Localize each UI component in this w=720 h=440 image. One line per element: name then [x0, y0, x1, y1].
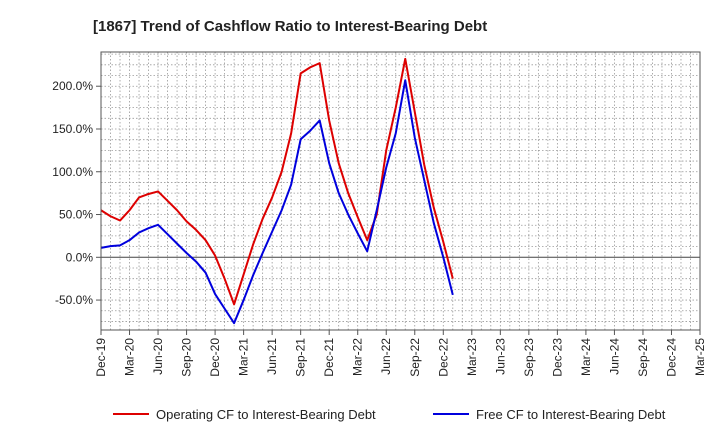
x-tick-label: Sep-22: [408, 338, 422, 377]
x-tick-label: Jun-20: [151, 338, 165, 375]
x-tick-label: Jun-23: [493, 338, 507, 375]
y-tick-label: -50.0%: [55, 293, 93, 307]
x-tick-label: Dec-22: [436, 338, 450, 377]
y-tick-label: 50.0%: [59, 208, 93, 222]
series-group: [100, 57, 454, 325]
chart-title: [1867] Trend of Cashflow Ratio to Intere…: [93, 18, 487, 35]
x-tick-label: Dec-21: [322, 338, 336, 377]
x-tick-label: Jun-22: [379, 338, 393, 375]
series-line-free-cf: [100, 79, 454, 325]
series-line-operating-cf: [100, 57, 454, 306]
x-tick-label: Dec-24: [664, 338, 678, 377]
legend-label-operating-cf: Operating CF to Interest-Bearing Debt: [156, 407, 376, 422]
x-tick-label: Sep-23: [522, 338, 536, 377]
x-tick-label: Mar-23: [465, 338, 479, 376]
x-tick-label: Dec-20: [208, 338, 222, 377]
x-tick-label: Jun-24: [607, 338, 621, 375]
y-tick-label: 150.0%: [52, 122, 93, 136]
grid: [100, 52, 701, 330]
x-tick-label: Sep-20: [180, 338, 194, 377]
y-tick-label: 200.0%: [52, 79, 93, 93]
x-tick-label: Sep-24: [636, 338, 650, 377]
x-tick-label: Mar-24: [579, 338, 593, 376]
x-tick-label: Sep-21: [294, 338, 308, 377]
y-tick-label: 0.0%: [66, 250, 94, 264]
x-tick-label: Jun-21: [265, 338, 279, 375]
x-tick-label: Mar-21: [237, 338, 251, 376]
y-axis: -50.0% 0.0% 50.0% 100.0% 150.0% 200.0%: [52, 79, 101, 307]
y-tick-label: 100.0%: [52, 165, 93, 179]
legend: Operating CF to Interest-Bearing Debt Fre…: [113, 407, 666, 422]
x-tick-label: Dec-19: [94, 338, 108, 377]
legend-label-free-cf: Free CF to Interest-Bearing Debt: [476, 407, 666, 422]
x-tick-label: Mar-22: [351, 338, 365, 376]
x-tick-label: Mar-25: [693, 338, 707, 376]
plot-frame: [100, 51, 701, 331]
x-tick-label: Dec-23: [550, 338, 564, 377]
x-axis: Dec-19 Mar-20 Jun-20 Sep-20 Dec-20 Mar-21 Jun-…: [94, 330, 707, 377]
x-tick-label: Mar-20: [123, 338, 137, 376]
